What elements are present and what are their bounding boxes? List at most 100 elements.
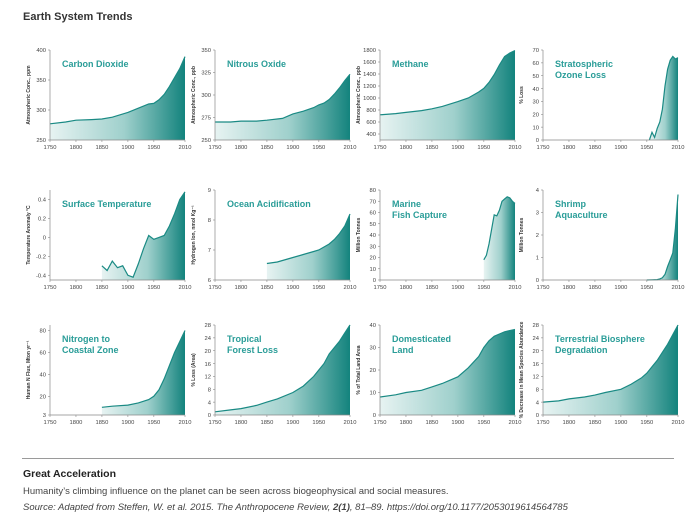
x-tick-label: 1900 [286, 285, 299, 291]
x-tick-label: 1900 [286, 145, 299, 151]
y-tick-label: 4 [208, 400, 212, 406]
x-tick-label: 1850 [588, 145, 601, 151]
y-tick-label: 12 [205, 375, 211, 381]
x-tick-label: 1750 [374, 145, 387, 151]
x-tick-label: 2010 [344, 145, 357, 151]
y-tick-label: 10 [370, 267, 376, 273]
y-tick-label: 60 [40, 351, 46, 357]
x-tick-label: 1850 [95, 285, 108, 291]
y-tick-label: 400 [366, 132, 376, 138]
data-line [379, 50, 516, 116]
y-tick-label: 0 [536, 138, 539, 144]
data-line [101, 330, 186, 408]
data-line [266, 213, 351, 265]
x-tick-label: 1800 [400, 145, 413, 151]
y-tick-label: 9 [208, 188, 211, 194]
chart-panel-11: 0 10 20 30 40 1750 1800 1850 1900 1950 2010 % of To… [356, 323, 521, 426]
data-line [49, 56, 186, 125]
y-tick-label: 4 [536, 400, 540, 406]
x-tick-label: 1800 [235, 285, 248, 291]
y-tick-label: -0.2 [36, 255, 46, 261]
data-area [380, 50, 515, 140]
x-tick-label: 2010 [672, 285, 685, 291]
y-tick-label: 0 [208, 413, 211, 419]
y-tick-label: 0.4 [38, 198, 47, 204]
x-tick-label: 1950 [640, 145, 653, 151]
chart-title: Methane [392, 59, 429, 69]
x-tick-label: 1800 [235, 420, 248, 426]
y-tick-label: 20 [205, 349, 211, 355]
chart-title: Tropical [227, 334, 262, 344]
y-tick-label: 60 [533, 61, 539, 67]
x-tick-label: 1750 [537, 420, 550, 426]
chart-panel-1: 250 300 350 400 1750 1800 1850 1900 1950 2010 Atmo… [26, 48, 191, 151]
x-tick-label: 1950 [147, 420, 160, 426]
y-tick-label: 12 [533, 375, 539, 381]
x-tick-label: 1850 [425, 145, 438, 151]
x-tick-label: 1950 [312, 285, 325, 291]
chart-title: Stratospheric [555, 59, 613, 69]
y-tick-label: 0.2 [38, 217, 46, 223]
x-tick-label: 1750 [209, 285, 222, 291]
x-tick-label: 2010 [509, 285, 522, 291]
y-axis-label: Atmospheric Conc., ppb [356, 66, 362, 124]
y-tick-label: 80 [370, 188, 376, 194]
chart-panel-8: 0 1 2 3 4 1750 1800 1850 1900 1950 2010 Million Ton… [519, 188, 684, 291]
data-line [215, 73, 351, 123]
x-tick-label: 1800 [400, 285, 413, 291]
y-tick-label: -0.4 [36, 273, 47, 279]
x-tick-label: 1750 [44, 285, 57, 291]
data-area [646, 194, 678, 280]
data-area [50, 56, 185, 140]
y-axis-label: Atmospheric Conc., ppb [191, 66, 197, 124]
y-tick-label: 325 [201, 71, 211, 77]
data-area [543, 325, 678, 415]
x-tick-label: 2010 [344, 285, 357, 291]
data-line [101, 191, 186, 278]
y-tick-label: 6 [208, 278, 211, 284]
chart-title: Shrimp [555, 199, 587, 209]
chart-title: Ozone Loss [555, 70, 606, 80]
x-tick-label: 2010 [179, 420, 192, 426]
x-tick-label: 1900 [614, 145, 627, 151]
y-axis-label: Atmospheric Conc., ppm [26, 65, 32, 125]
x-tick-label: 1800 [70, 420, 83, 426]
y-tick-label: 60 [370, 211, 376, 217]
y-tick-label: 1000 [363, 96, 376, 102]
x-tick-label: 1900 [451, 420, 464, 426]
y-tick-label: 2 [536, 233, 539, 239]
chart-title: Terrestrial Biosphere [555, 334, 645, 344]
chart-title: Ocean Acidification [227, 199, 311, 209]
y-tick-label: 8 [208, 218, 211, 224]
y-axis-label: Million Tonnes [519, 217, 525, 252]
x-tick-label: 1850 [95, 145, 108, 151]
chart-title: Nitrous Oxide [227, 59, 286, 69]
x-tick-label: 1800 [70, 285, 83, 291]
x-tick-label: 1900 [614, 420, 627, 426]
y-tick-label: 20 [370, 256, 376, 262]
y-tick-label: 40 [40, 373, 46, 379]
y-axis-label: % Loss (Area) [191, 353, 197, 387]
chart-title: Domesticated [392, 334, 451, 344]
y-tick-label: 0 [536, 413, 539, 419]
chart-title: Land [392, 345, 414, 355]
y-axis-label: % Decrease in Mean Species Abundance [519, 321, 525, 418]
y-tick-label: 0 [373, 413, 376, 419]
x-tick-label: 1750 [44, 420, 57, 426]
y-tick-label: 10 [370, 391, 376, 397]
chart-title: Nitrogen to [62, 334, 110, 344]
chart-panel-4: 0 10 20 30 40 50 60 70 1750 1800 1850 1900 1950 2010%… [519, 48, 684, 151]
x-tick-label: 1900 [286, 420, 299, 426]
x-tick-label: 1750 [209, 420, 222, 426]
y-tick-label: 300 [36, 108, 46, 114]
x-tick-label: 1900 [451, 145, 464, 151]
x-tick-label: 1750 [374, 285, 387, 291]
y-tick-label: 70 [370, 199, 376, 205]
x-tick-label: 1750 [44, 145, 57, 151]
y-tick-label: 1400 [363, 72, 376, 78]
data-area [101, 330, 185, 415]
x-tick-label: 1900 [121, 285, 134, 291]
y-tick-label: 3 [536, 211, 539, 217]
chart-title: Surface Temperature [62, 199, 151, 209]
y-tick-label: 1 [536, 256, 539, 262]
